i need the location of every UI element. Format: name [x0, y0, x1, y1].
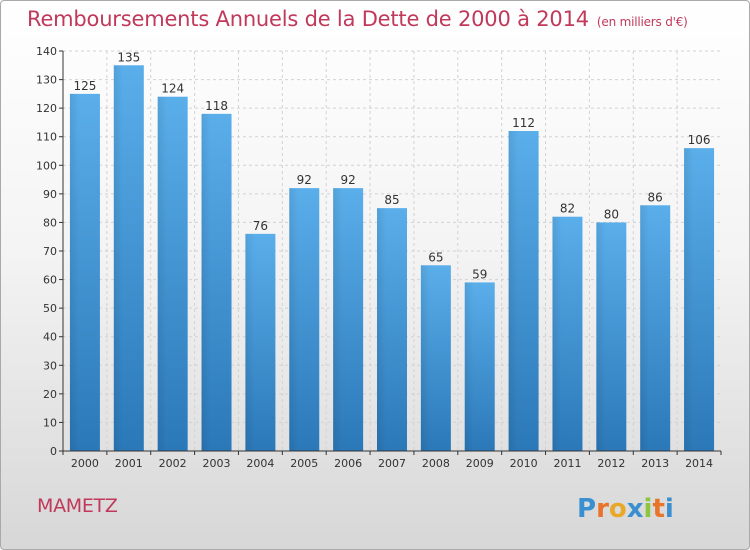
bar-shade — [157, 96, 188, 451]
y-tick-label: 60 — [43, 274, 57, 287]
bar-shade — [333, 188, 364, 451]
bar-layer — [69, 65, 715, 452]
proxiti-logo: Proxiti — [577, 494, 674, 524]
y-tick-label: 50 — [43, 302, 57, 315]
y-tick-label: 100 — [36, 159, 57, 172]
x-tick-label: 2000 — [71, 457, 99, 470]
y-tick-label: 110 — [36, 131, 57, 144]
commune-name: MAMETZ — [37, 495, 118, 517]
bar-shade — [69, 93, 100, 451]
bar-shade — [113, 65, 144, 452]
x-tick-label: 2012 — [597, 457, 625, 470]
y-tick-label: 70 — [43, 245, 57, 258]
bar-value-label: 59 — [472, 267, 487, 281]
bar-shade — [552, 216, 583, 451]
chart-title-text: Remboursements Annuels de la Dette de 20… — [27, 7, 589, 31]
bar-shade — [201, 113, 232, 451]
bar-shade — [464, 282, 495, 451]
bar-value-label: 135 — [117, 50, 140, 64]
y-tick-label: 10 — [43, 416, 57, 429]
x-tick-label: 2011 — [553, 457, 581, 470]
bar-value-label: 124 — [161, 82, 184, 96]
y-tick-label: 120 — [36, 102, 57, 115]
bar-value-label: 112 — [512, 116, 535, 130]
bar-value-label: 125 — [73, 79, 96, 93]
bar-shade — [289, 188, 320, 451]
bar-value-label: 82 — [560, 202, 575, 216]
x-tick-label: 2007 — [378, 457, 406, 470]
y-tick-label: 30 — [43, 359, 57, 372]
x-tick-label: 2013 — [641, 457, 669, 470]
y-tick-label: 90 — [43, 188, 57, 201]
y-tick-label: 40 — [43, 331, 57, 344]
x-tick-label: 2003 — [203, 457, 231, 470]
y-tick-label: 140 — [36, 45, 57, 58]
x-tick-label: 2009 — [466, 457, 494, 470]
proxiti-logo-text: Proxiti — [577, 494, 674, 524]
bar-value-label: 76 — [253, 219, 268, 233]
bar-value-label: 65 — [428, 250, 443, 264]
x-tick-label: 2005 — [290, 457, 318, 470]
bar-value-label: 92 — [340, 173, 355, 187]
x-tick-label: 2010 — [510, 457, 538, 470]
y-tick-label: 20 — [43, 388, 57, 401]
y-tick-label: 130 — [36, 74, 57, 87]
bar-shade — [420, 265, 451, 451]
axis-layer: 0 10 20 30 40 50 60 70 80 90 100 110 120 130 140 — [36, 45, 722, 458]
bar-shade — [245, 233, 276, 451]
x-tick-label: 2002 — [159, 457, 187, 470]
y-tick-label: 0 — [50, 445, 57, 458]
bar-value-label: 85 — [384, 193, 399, 207]
x-tick-label: 2006 — [334, 457, 362, 470]
bar-value-label: 86 — [648, 190, 663, 204]
chart-title: Remboursements Annuels de la Dette de 20… — [27, 7, 688, 31]
bar-value-label: 92 — [297, 173, 312, 187]
label-layer: 125 2000 135 2001 124 2002 118 2003 76 2004 92 2005… — [71, 50, 713, 470]
x-tick-label: 2001 — [115, 457, 143, 470]
bar-value-label: 118 — [205, 99, 228, 113]
x-tick-label: 2004 — [246, 457, 274, 470]
bar-shade — [596, 222, 627, 451]
bar-shade — [508, 131, 539, 451]
chart-unit: (en milliers d'€) — [596, 15, 688, 29]
bar-shade — [684, 148, 715, 451]
x-tick-label: 2008 — [422, 457, 450, 470]
bar-shade — [377, 208, 407, 451]
bar-value-label: 80 — [604, 207, 619, 221]
x-tick-label: 2014 — [685, 457, 713, 470]
bar-shade — [640, 205, 671, 451]
y-tick-label: 80 — [43, 216, 57, 229]
bar-value-label: 106 — [688, 133, 711, 147]
